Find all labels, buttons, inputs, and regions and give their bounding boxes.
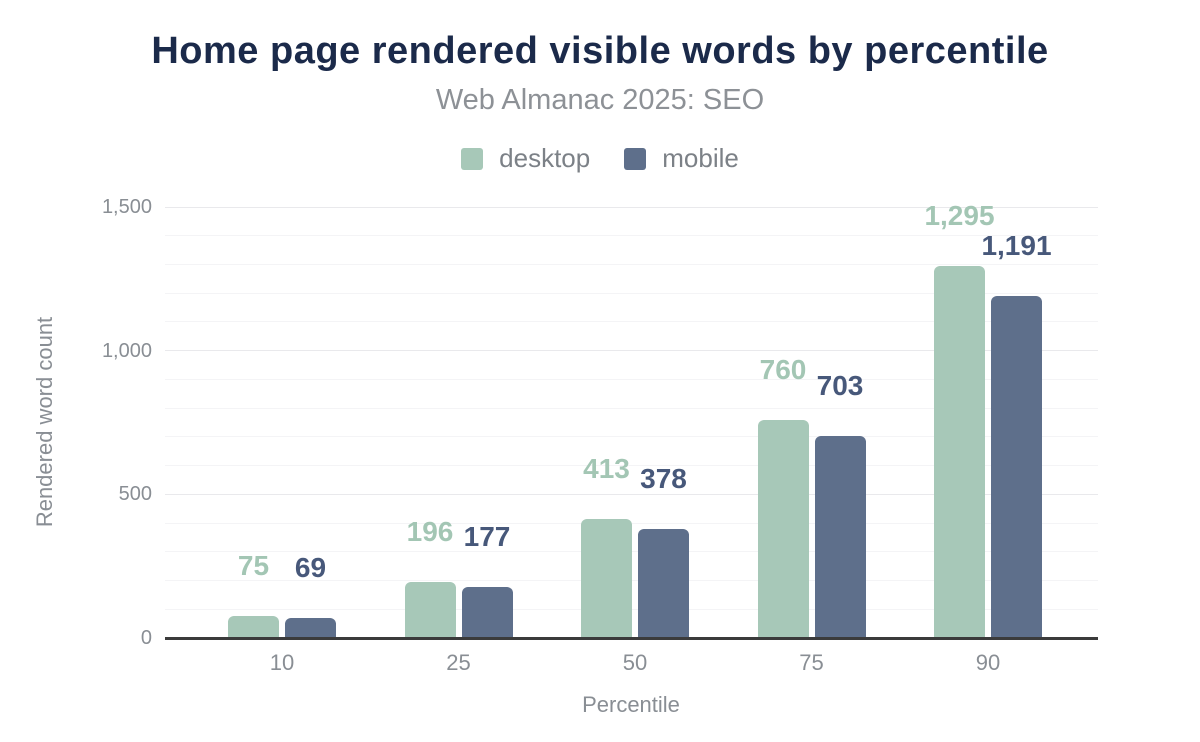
- value-label-mobile-p25: 177: [463, 521, 511, 553]
- x-tick-50: 50: [622, 650, 648, 675]
- legend-item-mobile: mobile: [624, 143, 739, 174]
- value-label-desktop-p75: 760: [759, 353, 807, 385]
- y-tick-500: 500: [118, 483, 152, 506]
- bar-desktop-p75: [757, 419, 809, 638]
- bar-desktop-p50: [581, 519, 632, 638]
- bar-desktop-p10: [228, 616, 279, 638]
- bar-mobile-p75: [814, 436, 866, 638]
- bar-desktop-p90: [934, 265, 985, 638]
- legend-swatch-desktop: [461, 147, 484, 170]
- x-tick-10: 10: [269, 650, 295, 675]
- value-label-desktop-p50: 413: [583, 453, 630, 485]
- minor-gridline-1100: [165, 321, 1098, 323]
- chart-title: Home page rendered visible words by perc…: [151, 30, 1049, 72]
- x-axis-line: [165, 637, 1098, 640]
- bar-mobile-p90: [991, 295, 1042, 638]
- y-tick-0: 0: [140, 627, 152, 649]
- y-tick-1500: 1,500: [101, 196, 152, 218]
- minor-gridline-1200: [165, 292, 1098, 294]
- value-label-desktop-p90: 1,295: [924, 199, 995, 231]
- legend-swatch-mobile: [624, 147, 647, 170]
- x-tick-75: 75: [799, 650, 824, 675]
- bar-mobile-p10: [285, 618, 336, 638]
- value-label-mobile-p50: 378: [640, 463, 687, 495]
- legend-label-mobile: mobile: [662, 143, 739, 173]
- major-gridline-1000: [165, 350, 1098, 352]
- minor-gridline-800: [165, 407, 1098, 409]
- legend-label-desktop: desktop: [499, 143, 591, 173]
- bar-mobile-p25: [461, 587, 513, 638]
- value-label-mobile-p10: 69: [294, 552, 327, 584]
- major-gridline-500: [165, 493, 1098, 495]
- value-label-desktop-p10: 75: [237, 550, 270, 582]
- minor-gridline-900: [165, 378, 1098, 380]
- bar-desktop-p25: [404, 581, 456, 638]
- value-label-mobile-p75: 703: [816, 370, 864, 402]
- y-tick-1000: 1,000: [101, 339, 152, 362]
- legend-item-desktop: desktop: [461, 143, 590, 174]
- minor-gridline-1400: [165, 235, 1098, 237]
- bar-mobile-p50: [638, 529, 689, 638]
- minor-gridline-700: [165, 436, 1098, 438]
- minor-gridline-600: [165, 465, 1098, 467]
- legend: desktop mobile: [0, 143, 1200, 174]
- chart-subtitle: Web Almanac 2025: SEO: [435, 84, 765, 116]
- plot-area: 75 196 413 760 1,295 69 177 378 703 1,191: [165, 201, 1098, 640]
- minor-gridline-1300: [165, 263, 1098, 265]
- x-tick-25: 25: [446, 650, 471, 675]
- y-axis-title: Rendered word count: [32, 316, 57, 528]
- value-label-mobile-p90: 1,191: [981, 229, 1052, 261]
- x-axis-title: Percentile: [582, 692, 680, 717]
- value-label-desktop-p25: 196: [406, 515, 454, 547]
- major-gridline-1500: [165, 206, 1098, 208]
- x-tick-90: 90: [975, 650, 1001, 675]
